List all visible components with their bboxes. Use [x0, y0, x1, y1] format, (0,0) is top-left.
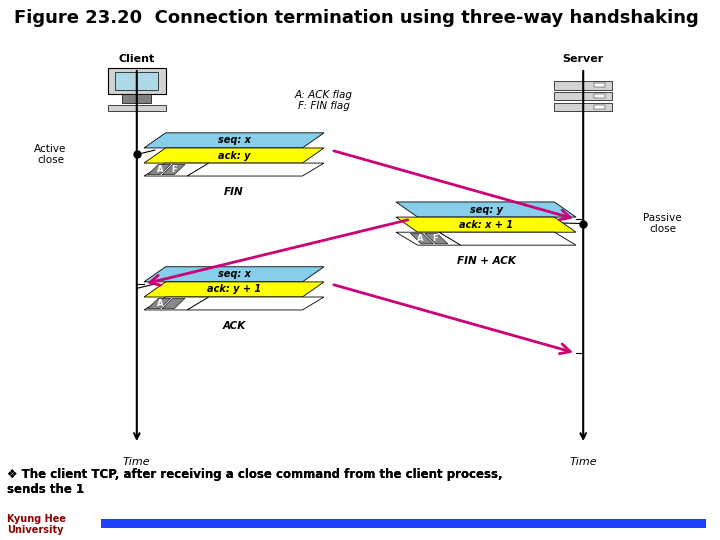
- FancyBboxPatch shape: [108, 68, 166, 94]
- Polygon shape: [148, 298, 171, 309]
- Text: A: A: [156, 299, 163, 308]
- Polygon shape: [425, 233, 448, 244]
- Text: ack: y + 1: ack: y + 1: [207, 285, 261, 294]
- Text: Client: Client: [119, 53, 155, 64]
- Polygon shape: [439, 232, 576, 245]
- Polygon shape: [396, 232, 461, 245]
- Text: ❖ The client TCP, after receiving a close command from the client process,
sends: ❖ The client TCP, after receiving a clos…: [7, 468, 503, 496]
- Text: ack: y: ack: y: [217, 151, 251, 160]
- Text: A: ACK flag
F: FIN flag: A: ACK flag F: FIN flag: [295, 90, 353, 111]
- Bar: [101, 519, 706, 528]
- Text: Time: Time: [570, 457, 597, 467]
- Text: F: F: [171, 165, 177, 174]
- Text: Active
close: Active close: [35, 144, 66, 165]
- Text: Figure 23.20  Connection termination using three-way handshaking: Figure 23.20 Connection termination usin…: [14, 9, 699, 26]
- Polygon shape: [144, 148, 324, 163]
- Text: seq: x: seq: x: [217, 269, 251, 279]
- FancyBboxPatch shape: [115, 72, 158, 90]
- Polygon shape: [187, 297, 324, 310]
- FancyBboxPatch shape: [554, 92, 612, 100]
- Text: FIN + ACK: FIN + ACK: [456, 256, 516, 266]
- Text: ❖ The client TCP, after receiving a close command from the client process,
sends: ❖ The client TCP, after receiving a clos…: [7, 468, 503, 496]
- Polygon shape: [148, 164, 171, 175]
- Text: ack: x + 1: ack: x + 1: [459, 220, 513, 229]
- Polygon shape: [162, 298, 185, 309]
- Text: F: F: [432, 234, 438, 243]
- Text: ACK: ACK: [222, 321, 246, 331]
- Polygon shape: [144, 297, 209, 310]
- FancyBboxPatch shape: [108, 105, 166, 111]
- Text: Server: Server: [562, 53, 604, 64]
- Bar: [594, 83, 605, 87]
- Polygon shape: [144, 163, 209, 176]
- Text: Passive
close: Passive close: [643, 213, 682, 234]
- FancyBboxPatch shape: [554, 103, 612, 111]
- Text: seq: x: seq: x: [217, 136, 251, 145]
- Polygon shape: [396, 217, 576, 232]
- Polygon shape: [410, 233, 433, 244]
- FancyBboxPatch shape: [122, 94, 151, 103]
- Bar: [594, 105, 605, 109]
- Polygon shape: [144, 267, 324, 282]
- Text: Time: Time: [123, 457, 150, 467]
- Polygon shape: [396, 202, 576, 217]
- Bar: [594, 94, 605, 98]
- Text: seq: y: seq: y: [469, 205, 503, 214]
- Polygon shape: [144, 133, 324, 148]
- Polygon shape: [187, 163, 324, 176]
- Text: Kyung Hee
University: Kyung Hee University: [7, 514, 66, 535]
- FancyBboxPatch shape: [554, 81, 612, 90]
- Text: FIN: FIN: [224, 187, 244, 197]
- Text: A: A: [156, 165, 163, 174]
- Polygon shape: [162, 164, 185, 175]
- Text: A: A: [417, 234, 424, 243]
- Polygon shape: [144, 282, 324, 297]
